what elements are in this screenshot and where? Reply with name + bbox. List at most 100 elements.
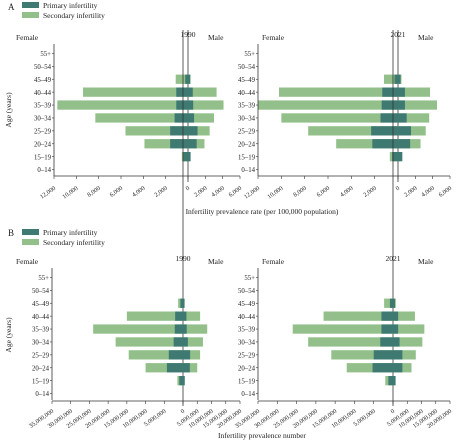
left-label: Female [16, 257, 39, 266]
bar-primary-male [398, 152, 403, 162]
x-tick-label: 12,000 [39, 185, 57, 201]
age-tick-label: 50–54 [238, 64, 256, 71]
age-tick-label: 35–39 [238, 327, 256, 334]
bar-primary-male [393, 350, 403, 360]
x-tick-label: 4,000 [339, 185, 355, 199]
bar-primary-female [170, 126, 188, 136]
bar-secondary-male [398, 126, 426, 136]
bar-primary-male [188, 126, 198, 136]
bar-primary-female [382, 87, 398, 97]
bar-primary-male [188, 100, 194, 110]
bar-primary-female [371, 126, 398, 136]
x-tick-label: 10,000 [61, 185, 79, 201]
bar-primary-female [170, 139, 188, 149]
bar-secondary-female [384, 298, 393, 308]
x-tick-label: 6,000 [316, 185, 332, 199]
age-tick-label: 15–19 [238, 154, 256, 161]
bar-secondary-female [175, 74, 188, 84]
bar-secondary-male [393, 350, 416, 360]
bar-primary-female [380, 113, 398, 123]
bar-secondary-male [183, 311, 201, 321]
bar-primary-female [380, 337, 393, 347]
age-tick-label: 0–14 [241, 167, 255, 174]
bar-primary-male [188, 152, 191, 162]
age-tick-label: 50–54 [34, 64, 52, 71]
bar-primary-female [388, 376, 393, 386]
age-tick-label: 55+ [38, 275, 49, 282]
age-tick-label: 0–14 [241, 391, 255, 398]
bar-primary-female [168, 350, 183, 360]
left-label: Female [262, 33, 285, 42]
age-tick-label: 45–49 [238, 301, 256, 308]
bar-primary-male [393, 311, 399, 321]
age-tick-label: 15–19 [238, 378, 256, 385]
x-tick-label: 0 [390, 408, 397, 416]
age-tick-label: 20–24 [238, 365, 256, 372]
bar-primary-male [398, 100, 405, 110]
age-tick-label: 30–34 [32, 340, 50, 347]
x-tick-label: 4,000 [131, 185, 147, 199]
age-tick-label: 25–29 [238, 128, 256, 135]
x-tick-label: 0 [395, 185, 402, 193]
bar-secondary-female [308, 337, 393, 347]
age-tick-label: 25–29 [238, 352, 256, 359]
bar-primary-male [398, 126, 411, 136]
bar-primary-female [176, 87, 188, 97]
legend-swatch-primary [22, 229, 39, 235]
bar-secondary-male [398, 113, 430, 123]
bar-primary-female [392, 152, 398, 162]
bar-secondary-male [188, 100, 224, 110]
bar-primary-male [398, 74, 401, 84]
bar-secondary-male [188, 126, 210, 136]
bar-primary-male [398, 113, 407, 123]
bar-primary-male [393, 363, 403, 373]
left-label: Female [16, 33, 39, 42]
age-tick-label: 0–14 [37, 167, 51, 174]
figure-b: B Primary infertility Secondary infertil… [4, 30, 453, 440]
bar-secondary-female [145, 363, 183, 373]
bar-secondary-female [323, 311, 393, 321]
x-tick-label: 2,000 [153, 185, 169, 199]
bar-primary-female [381, 100, 398, 110]
bar-primary-female [180, 298, 183, 308]
bar-primary-male [393, 298, 395, 308]
bar-primary-female [166, 363, 183, 373]
x-tick-label: 8,000 [292, 185, 308, 199]
age-tick-label: 45–49 [238, 77, 256, 84]
bar-primary-male [188, 113, 195, 123]
age-tick-label: 15–19 [32, 378, 50, 385]
bar-primary-male [393, 337, 400, 347]
age-tick-label: 40–44 [34, 90, 52, 97]
age-tick-label: 35–39 [34, 103, 52, 110]
legend-swatch-secondary [22, 12, 39, 18]
bar-secondary-male [183, 363, 198, 373]
bar-primary-male [183, 324, 187, 334]
legend: Primary infertility Secondary infertilit… [22, 228, 105, 247]
x-tick-label: 2,000 [403, 185, 419, 199]
bar-secondary-female [95, 113, 188, 123]
legend-label-secondary: Secondary infertility [43, 238, 105, 247]
legend-label-primary: Primary infertility [43, 1, 98, 10]
age-tick-label: 40–44 [238, 314, 256, 321]
legend: Primary infertility Secondary infertilit… [22, 1, 105, 20]
age-tick-label: 55+ [244, 275, 255, 282]
bar-primary-female [174, 113, 188, 123]
bar-secondary-male [188, 87, 217, 97]
age-tick-label: 20–24 [32, 365, 50, 372]
right-label: Male [418, 257, 434, 266]
bar-secondary-female [258, 100, 398, 110]
x-axis-title: Infertility prevalence number [218, 431, 306, 440]
y-axis-title: Age (years) [4, 317, 13, 353]
bar-secondary-male [393, 311, 415, 321]
x-tick-label: 0 [185, 185, 192, 193]
age-tick-label: 40–44 [32, 314, 50, 321]
bar-secondary-female [125, 126, 188, 136]
bar-secondary-female [384, 74, 398, 84]
age-tick-label: 25–29 [32, 352, 50, 359]
age-tick-label: 30–34 [238, 340, 256, 347]
bar-primary-male [393, 324, 399, 334]
panel-label: A [8, 2, 15, 12]
bar-primary-female [175, 311, 183, 321]
bar-secondary-male [183, 324, 208, 334]
